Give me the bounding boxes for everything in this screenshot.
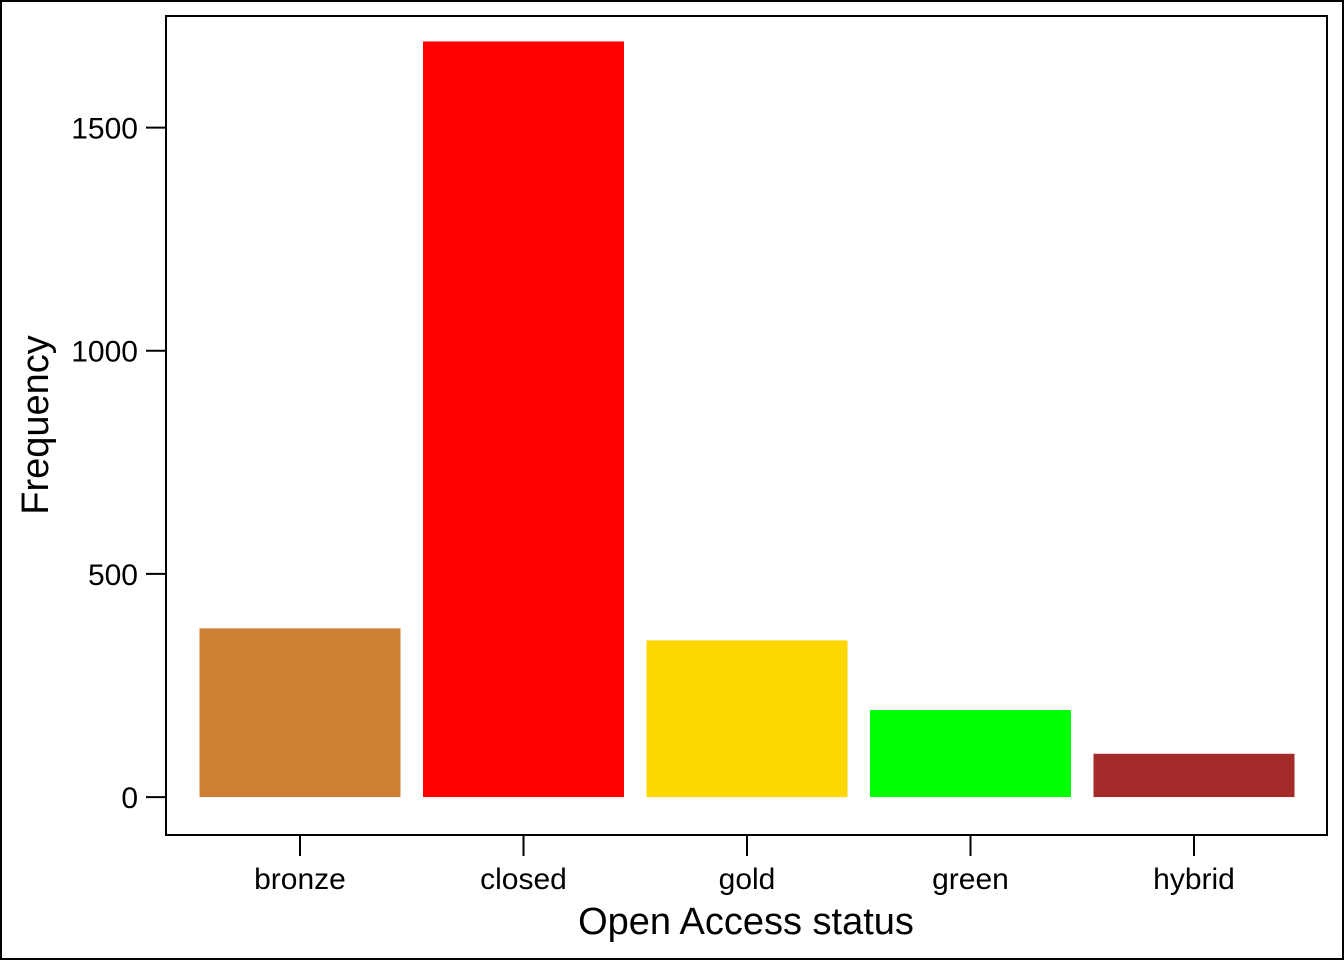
- bar-bronze: [199, 628, 401, 798]
- y-axis-title: Frequency: [15, 335, 57, 515]
- x-axis: bronze closed gold green hybrid: [254, 835, 1235, 896]
- y-tick-label-1000: 1000: [71, 336, 138, 369]
- y-axis: 0 500 1000 1500: [71, 113, 166, 815]
- x-tick-label-bronze: bronze: [254, 863, 346, 896]
- x-axis-title: Open Access status: [578, 901, 914, 943]
- y-tick-label-0: 0: [121, 782, 138, 815]
- bar-hybrid: [1093, 753, 1295, 798]
- bar-green: [870, 710, 1071, 798]
- bar-gold: [646, 640, 848, 798]
- x-tick-label-closed: closed: [480, 863, 567, 896]
- x-tick-label-gold: gold: [719, 863, 776, 896]
- y-tick-label-500: 500: [88, 559, 138, 592]
- y-tick-label-1500: 1500: [71, 113, 138, 146]
- bars: [199, 41, 1295, 798]
- x-tick-label-hybrid: hybrid: [1153, 863, 1235, 896]
- x-tick-label-green: green: [932, 863, 1009, 896]
- bar-closed: [423, 41, 624, 798]
